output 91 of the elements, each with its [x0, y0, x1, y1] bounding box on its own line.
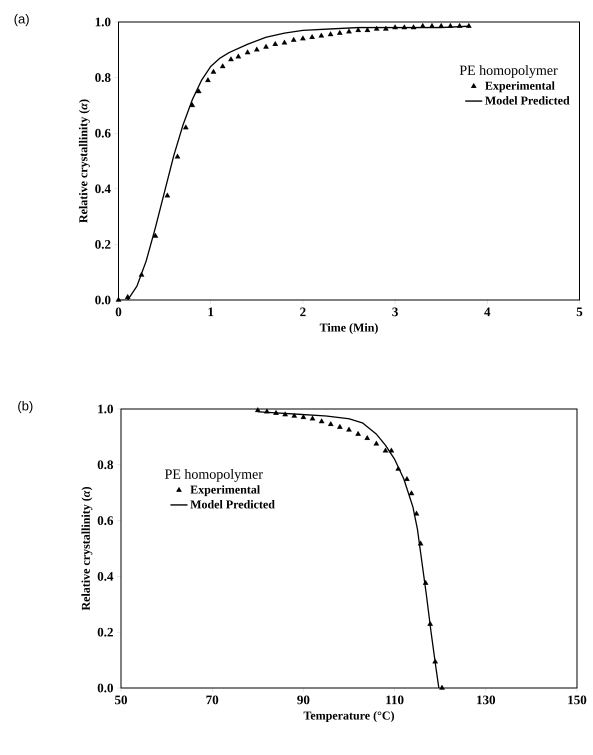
- point: [196, 88, 202, 94]
- point: [318, 32, 324, 38]
- x-tick-label: 2: [300, 308, 306, 316]
- y-tick-label: 0.6: [95, 128, 111, 138]
- point: [124, 294, 131, 299]
- point: [300, 35, 306, 40]
- point: [291, 412, 298, 418]
- y-axis-title: Relative crystallinity (α): [78, 99, 90, 223]
- point: [448, 22, 454, 28]
- y-tick-label: 0.2: [98, 628, 113, 637]
- legend-label: Experimental: [485, 81, 555, 92]
- point: [404, 476, 410, 482]
- point: [318, 418, 324, 424]
- point: [328, 31, 334, 36]
- point: [414, 510, 420, 516]
- point: [364, 435, 370, 440]
- y-tick-label: 0.0: [98, 684, 113, 692]
- point: [402, 24, 408, 30]
- point: [392, 24, 398, 30]
- point: [408, 490, 414, 496]
- point: [290, 36, 296, 42]
- y-tick-label: 1.0: [98, 404, 113, 414]
- point: [310, 416, 316, 420]
- legend-label: Experimental: [190, 485, 260, 496]
- x-tick-label: 130: [477, 696, 496, 704]
- point: [205, 77, 211, 82]
- point: [273, 410, 279, 415]
- x-tick-label: 50: [115, 696, 128, 704]
- x-tick-label: 150: [568, 696, 586, 704]
- x-tick-label: 1: [208, 308, 214, 316]
- y-tick-label: 0.6: [98, 516, 114, 526]
- point: [210, 68, 216, 74]
- point: [138, 272, 144, 277]
- point: [282, 411, 288, 416]
- point: [432, 658, 438, 664]
- legend-label: Model Predicted: [485, 96, 570, 105]
- point: [382, 448, 388, 453]
- point: [183, 124, 189, 130]
- point: [164, 192, 170, 198]
- x-axis-title: Time (Min): [320, 323, 378, 334]
- legend-label: Model Predicted: [190, 500, 275, 508]
- y-tick-label: 0.8: [95, 73, 111, 82]
- x-tick-label: 0: [116, 308, 122, 316]
- y-axis-title: Relative crystallinity (α): [81, 486, 92, 610]
- x-tick-label: 110: [386, 696, 404, 704]
- y-tick-label: 0.8: [98, 460, 114, 470]
- point: [439, 684, 445, 690]
- point: [418, 540, 424, 546]
- point: [388, 448, 394, 453]
- legend-title: PE homopolymer: [164, 468, 263, 482]
- point: [282, 40, 288, 45]
- point: [355, 430, 361, 436]
- point: [272, 41, 278, 46]
- x-tick-label: 5: [576, 308, 582, 316]
- chart-title: (a): [14, 14, 29, 26]
- x-axis-title: Temperature (°C): [304, 711, 394, 722]
- point: [336, 30, 343, 35]
- point: [456, 22, 462, 28]
- point: [228, 56, 234, 62]
- point: [410, 24, 416, 30]
- y-tick-label: 0.4: [95, 184, 111, 194]
- point: [346, 28, 352, 34]
- y-tick-label: 1.0: [96, 18, 110, 26]
- point: [337, 424, 343, 429]
- point: [383, 26, 389, 31]
- point: [346, 426, 352, 432]
- chart-title: (b): [18, 400, 32, 414]
- point: [174, 154, 180, 159]
- point: [374, 440, 380, 446]
- point: [427, 620, 433, 626]
- point: [374, 26, 380, 31]
- x-tick-label: 4: [484, 308, 490, 316]
- y-tick-label: 0.0: [95, 296, 110, 304]
- point: [236, 54, 242, 58]
- point: [263, 44, 269, 49]
- point: [328, 421, 334, 426]
- point: [395, 466, 402, 471]
- point: [220, 63, 226, 68]
- point: [255, 407, 261, 412]
- point: [422, 580, 428, 585]
- x-tick-label: 90: [297, 696, 310, 704]
- x-tick-label: 3: [392, 308, 398, 316]
- y-tick-label: 0.4: [98, 572, 114, 581]
- x-tick-label: 70: [206, 696, 218, 704]
- point: [309, 34, 315, 39]
- point: [244, 49, 250, 54]
- point: [152, 232, 158, 238]
- y-tick-label: 0.2: [95, 240, 110, 249]
- point: [466, 22, 472, 28]
- point: [254, 46, 260, 52]
- legend-title: PE homopolymer: [460, 65, 558, 78]
